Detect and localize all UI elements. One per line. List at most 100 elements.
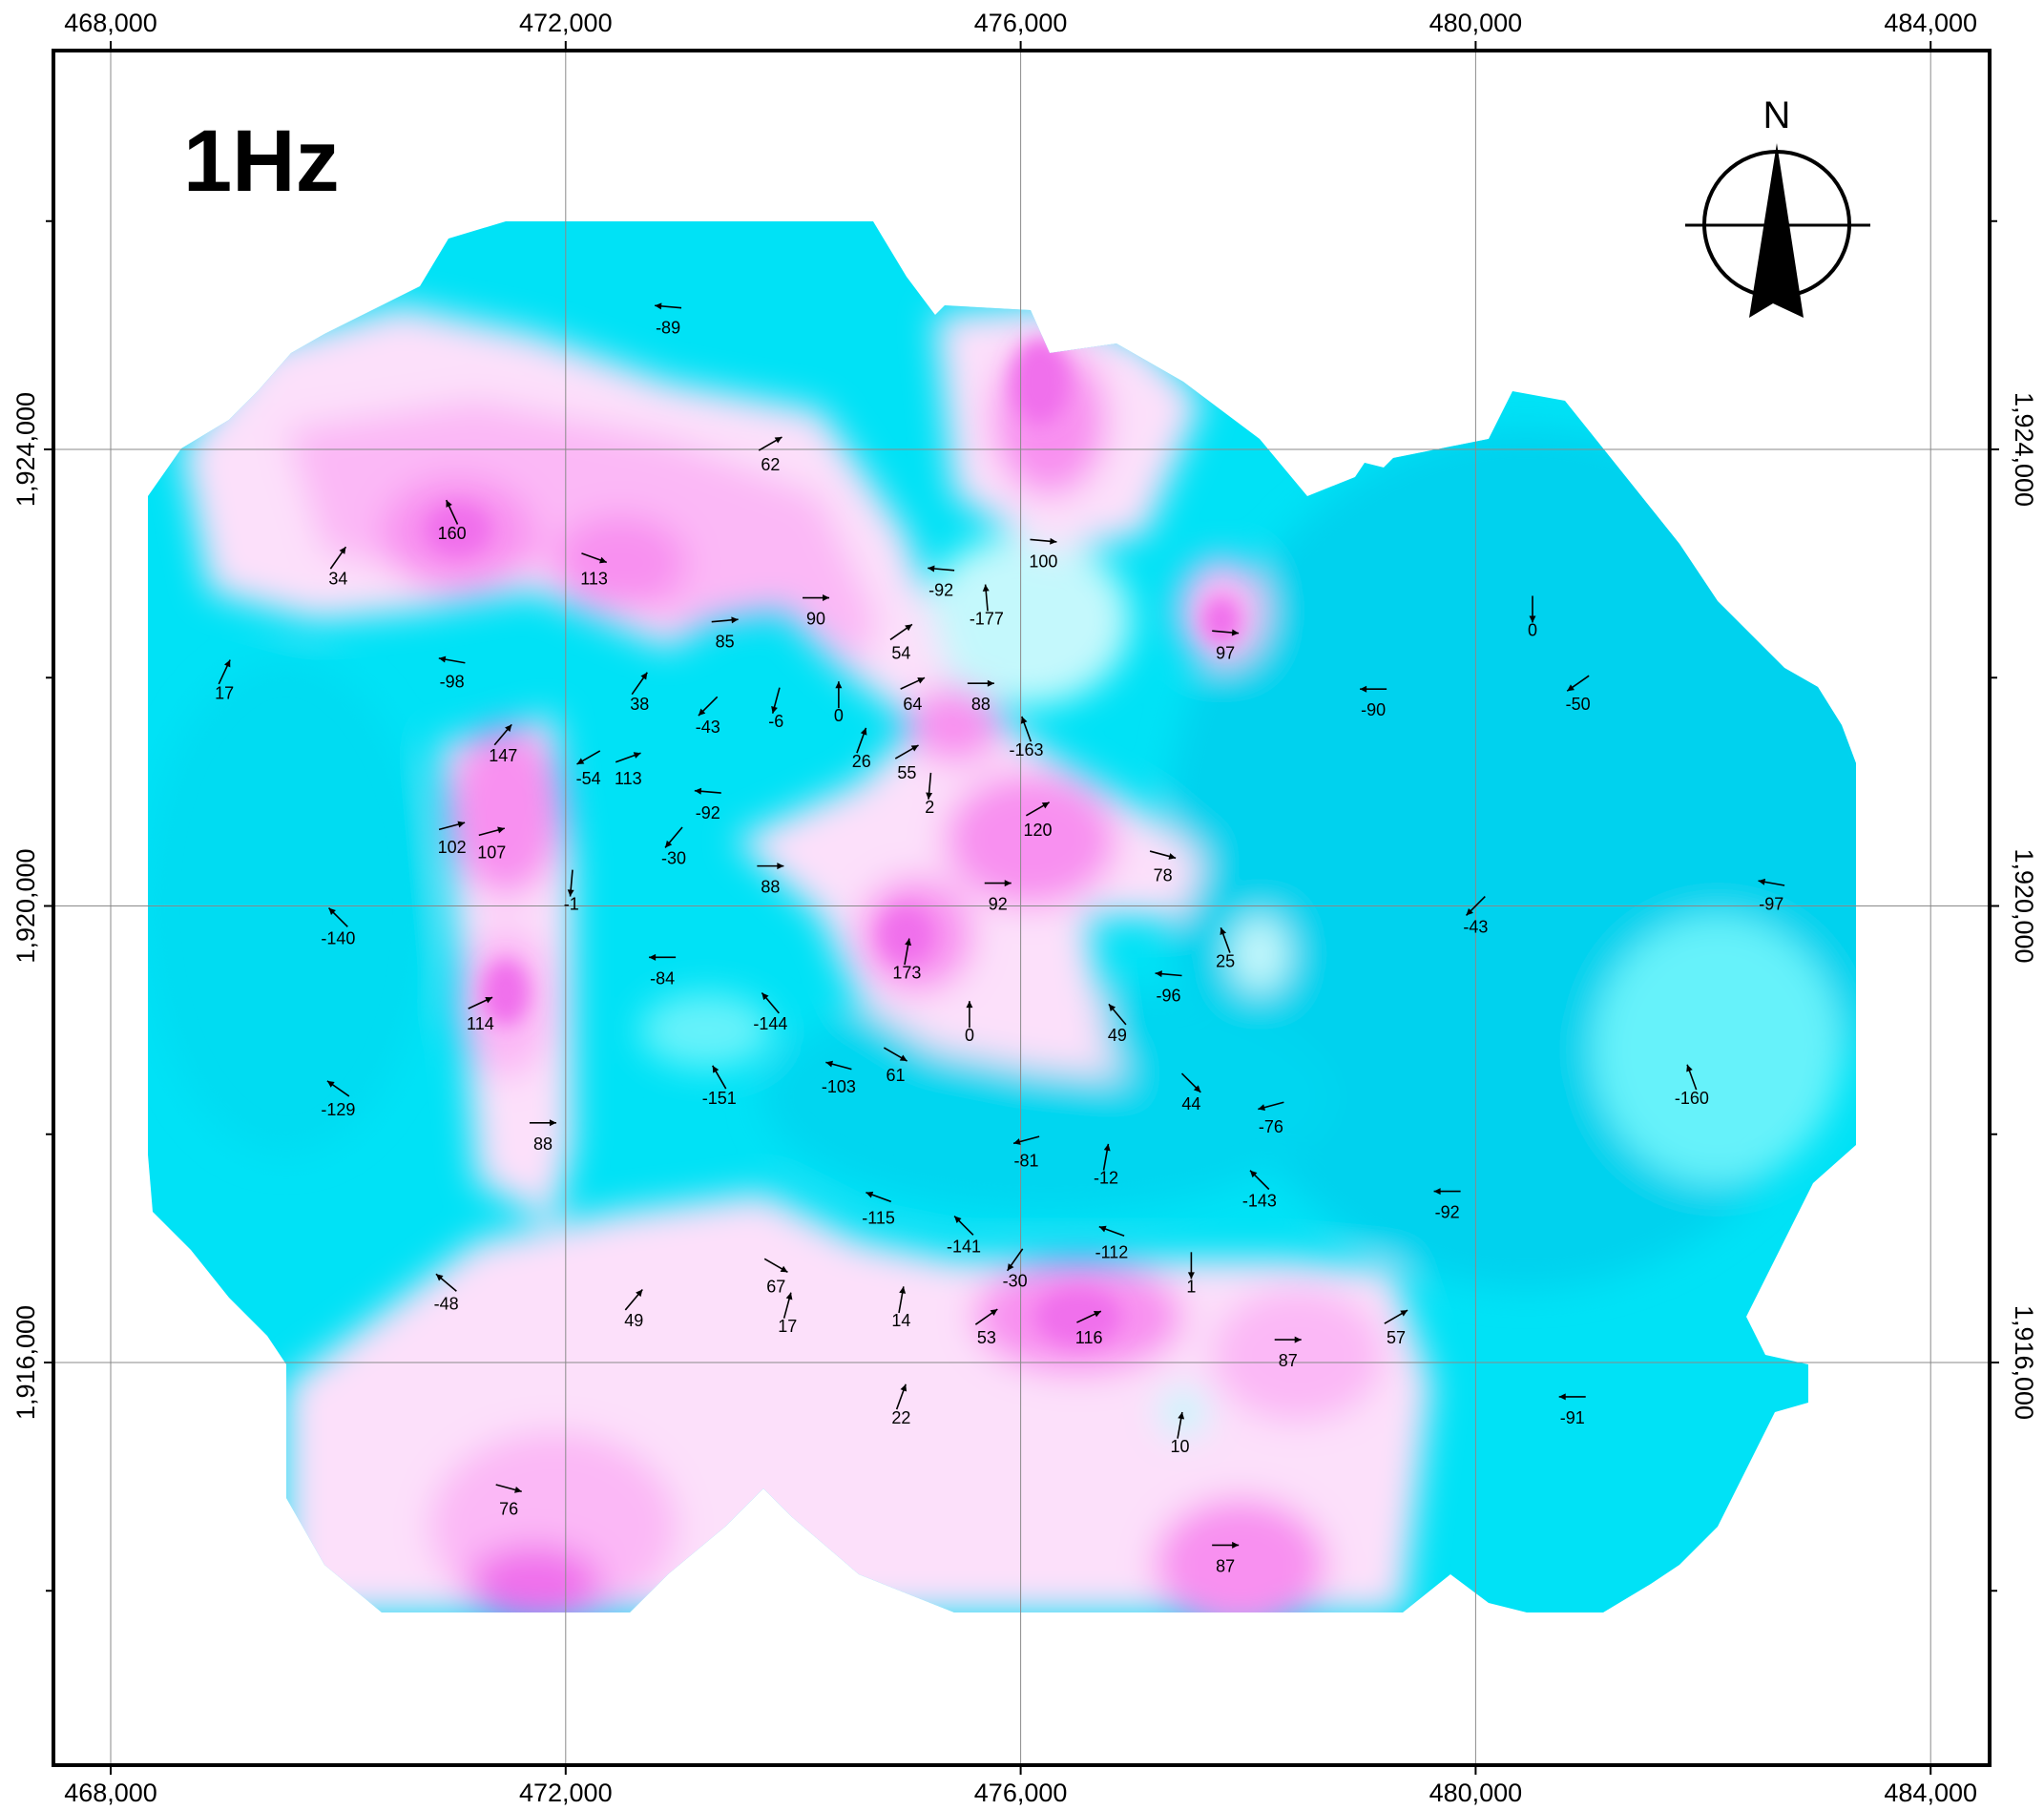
arrow-head xyxy=(640,672,648,680)
arrow-head xyxy=(777,863,784,870)
arrow-head xyxy=(1193,1085,1201,1092)
data-point: 0 xyxy=(965,1001,974,1045)
data-point: -140 xyxy=(321,906,355,947)
point-value-label: 49 xyxy=(1108,1026,1127,1045)
data-point: -160 xyxy=(1675,1064,1709,1108)
point-value-label: -12 xyxy=(1094,1169,1118,1188)
point-value-label: 0 xyxy=(965,1026,974,1045)
x-tick-label-bottom: 476,000 xyxy=(974,1779,1068,1807)
data-point: 61 xyxy=(883,1047,908,1085)
arrow-head xyxy=(655,302,662,310)
data-point: 17 xyxy=(778,1292,797,1336)
point-value-label: 173 xyxy=(892,963,921,982)
data-point: -84 xyxy=(649,953,677,988)
arrow-head xyxy=(328,907,336,915)
data-point: 62 xyxy=(758,436,782,474)
data-point: 87 xyxy=(1274,1336,1302,1370)
frequency-title: 1Hz xyxy=(183,113,340,210)
data-point: -92 xyxy=(928,565,955,600)
arrow-head xyxy=(636,1289,643,1298)
point-value-label: -144 xyxy=(753,1014,787,1033)
point-value-label: 120 xyxy=(1023,821,1052,840)
point-value-label: -90 xyxy=(1361,700,1386,719)
point-value-label: 67 xyxy=(766,1277,785,1296)
point-value-label: -96 xyxy=(1157,986,1181,1005)
y-tick-label-left: 1,924,000 xyxy=(11,392,40,507)
point-value-label: 61 xyxy=(886,1066,905,1085)
data-point: -144 xyxy=(753,991,787,1033)
data-point: 17 xyxy=(215,659,234,702)
arrow-head xyxy=(761,992,769,1001)
point-value-label: 62 xyxy=(761,455,780,474)
point-value-label: 116 xyxy=(1075,1328,1103,1347)
arrow-head xyxy=(1093,1311,1101,1318)
data-point: 64 xyxy=(900,676,926,714)
data-point: 38 xyxy=(630,672,649,714)
x-tick-label-bottom: 484,000 xyxy=(1884,1779,1977,1807)
data-point: 113 xyxy=(615,752,642,788)
arrow-head xyxy=(1360,685,1367,693)
data-point: 100 xyxy=(1029,537,1057,572)
arrow-head xyxy=(339,547,346,554)
point-value-label: 0 xyxy=(1528,620,1537,639)
data-point: 97 xyxy=(1212,629,1240,662)
arrow-head xyxy=(1155,970,1162,978)
arrow-head xyxy=(435,1274,444,1281)
point-value-label: -103 xyxy=(822,1077,856,1096)
arrow-head xyxy=(1567,684,1575,692)
point-value-label: -97 xyxy=(1759,895,1783,914)
data-point: 49 xyxy=(624,1288,643,1330)
data-point: 116 xyxy=(1075,1310,1103,1347)
data-point: -141 xyxy=(947,1215,981,1256)
data-point: -115 xyxy=(862,1191,895,1228)
data-point: 67 xyxy=(763,1258,788,1296)
arrow-head xyxy=(954,1216,962,1223)
arrow-head xyxy=(649,953,657,961)
arrow-head xyxy=(1168,853,1177,860)
point-value-label: 76 xyxy=(499,1500,518,1519)
data-point: 147 xyxy=(489,723,517,765)
arrow-head xyxy=(1108,1004,1116,1012)
arrow-head xyxy=(1103,1143,1111,1152)
data-point: -48 xyxy=(434,1273,459,1313)
point-value-label: -81 xyxy=(1014,1152,1039,1171)
data-point: -30 xyxy=(1003,1248,1028,1290)
point-value-label: 160 xyxy=(438,524,467,543)
data-point: 10 xyxy=(1170,1411,1189,1456)
arrow-head xyxy=(514,1487,522,1493)
data-point: 0 xyxy=(834,681,844,725)
point-value-label: -160 xyxy=(1675,1089,1709,1108)
data-point: 85 xyxy=(711,616,739,651)
point-value-label: 53 xyxy=(977,1328,996,1347)
data-point: 78 xyxy=(1149,850,1177,885)
data-point: -98 xyxy=(438,655,466,691)
data-point: 88 xyxy=(529,1119,556,1154)
point-value-label: -89 xyxy=(656,318,680,337)
data-point: 2 xyxy=(925,772,934,817)
x-tick-label-top: 476,000 xyxy=(974,9,1068,37)
y-tick-label-left: 1,916,000 xyxy=(11,1305,40,1420)
data-point: -91 xyxy=(1558,1393,1586,1427)
data-point: 120 xyxy=(1023,801,1053,840)
y-tick-label-right: 1,916,000 xyxy=(2010,1305,2038,1420)
data-point: -90 xyxy=(1360,685,1387,719)
arrow-head xyxy=(1020,716,1028,724)
data-point: 87 xyxy=(1212,1541,1240,1575)
point-value-label: -140 xyxy=(321,928,355,947)
point-value-label: -48 xyxy=(434,1294,459,1313)
data-point: 34 xyxy=(328,546,347,589)
arrow-head xyxy=(1098,1225,1107,1233)
data-point: 88 xyxy=(967,679,994,714)
x-tick-label-top: 468,000 xyxy=(64,9,157,37)
data-point: -43 xyxy=(1463,896,1488,937)
data-point: -89 xyxy=(655,302,682,337)
point-value-label: 92 xyxy=(989,895,1008,914)
y-tick-label-right: 1,924,000 xyxy=(2010,392,2038,507)
arrow-head xyxy=(1004,880,1012,887)
arrow-head xyxy=(485,997,493,1004)
data-point: 53 xyxy=(974,1308,998,1347)
point-value-label: -98 xyxy=(440,672,465,691)
data-point: 22 xyxy=(891,1384,910,1427)
